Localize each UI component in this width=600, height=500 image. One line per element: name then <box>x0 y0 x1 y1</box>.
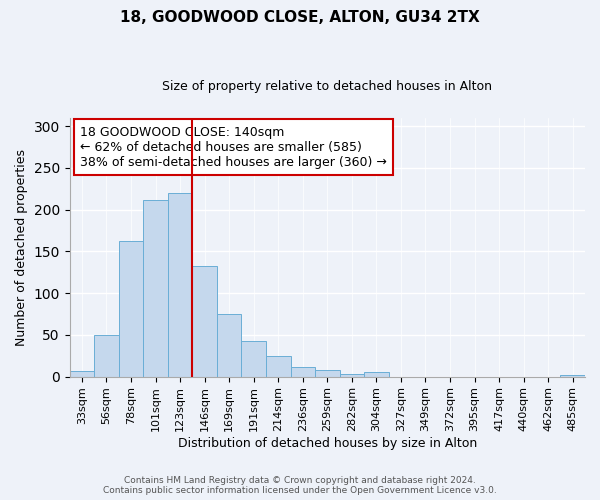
Y-axis label: Number of detached properties: Number of detached properties <box>15 148 28 346</box>
Bar <box>217 314 241 376</box>
Bar <box>168 193 193 376</box>
Bar <box>560 375 585 376</box>
Bar <box>340 374 364 376</box>
Bar <box>143 200 168 376</box>
Bar <box>266 356 290 376</box>
Text: 18, GOODWOOD CLOSE, ALTON, GU34 2TX: 18, GOODWOOD CLOSE, ALTON, GU34 2TX <box>120 10 480 25</box>
Bar <box>70 371 94 376</box>
Title: Size of property relative to detached houses in Alton: Size of property relative to detached ho… <box>163 80 493 93</box>
Bar <box>315 370 340 376</box>
Text: Contains HM Land Registry data © Crown copyright and database right 2024.
Contai: Contains HM Land Registry data © Crown c… <box>103 476 497 495</box>
X-axis label: Distribution of detached houses by size in Alton: Distribution of detached houses by size … <box>178 437 477 450</box>
Bar <box>241 340 266 376</box>
Bar <box>290 368 315 376</box>
Bar <box>193 266 217 376</box>
Text: 18 GOODWOOD CLOSE: 140sqm
← 62% of detached houses are smaller (585)
38% of semi: 18 GOODWOOD CLOSE: 140sqm ← 62% of detac… <box>80 126 387 168</box>
Bar <box>94 335 119 376</box>
Bar <box>119 240 143 376</box>
Bar <box>364 372 389 376</box>
